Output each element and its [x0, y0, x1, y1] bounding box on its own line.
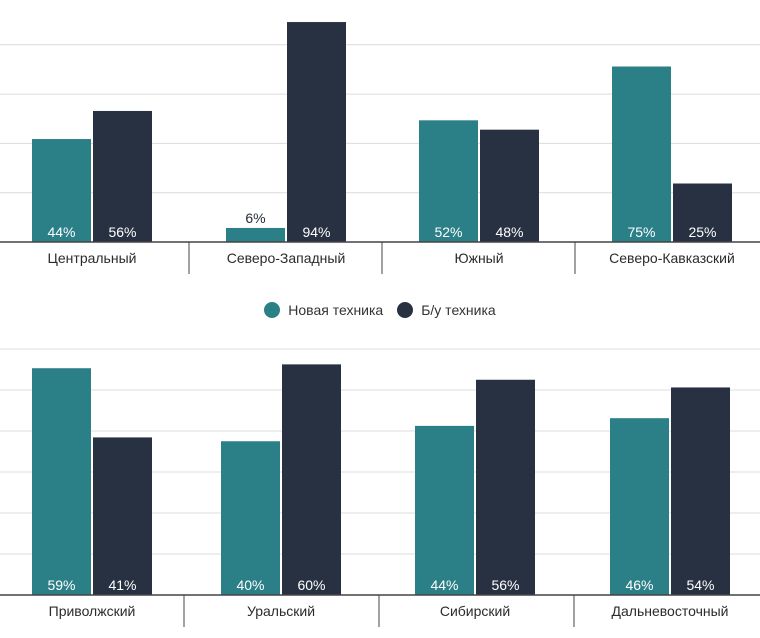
bar-value-label: 59%: [47, 577, 75, 593]
legend-label-used: Б/у техника: [421, 302, 496, 318]
bar-value-label: 60%: [297, 577, 325, 593]
bar-value-label: 56%: [491, 577, 519, 593]
bar-value-label: 40%: [236, 577, 264, 593]
category-label: Южный: [454, 250, 503, 266]
bar: [32, 368, 91, 595]
bar: [221, 441, 280, 595]
category-label: Уральский: [247, 603, 315, 619]
bar: [476, 379, 535, 595]
bar-value-label: 25%: [688, 224, 716, 240]
category-label: Центральный: [48, 250, 137, 266]
legend: Новая техника Б/у техника: [0, 298, 760, 322]
legend-item-used: Б/у техника: [397, 302, 496, 318]
bar: [415, 425, 474, 595]
bar: [610, 418, 669, 595]
bar-value-label: 44%: [430, 577, 458, 593]
bar-value-label: 46%: [625, 577, 653, 593]
bar: [93, 110, 152, 243]
bar: [93, 437, 152, 595]
bar-value-label: 54%: [686, 577, 714, 593]
category-label: Дальневосточный: [612, 603, 729, 619]
legend-label-new: Новая техника: [288, 302, 384, 318]
bar-value-label: 75%: [627, 224, 655, 240]
bar: [32, 139, 91, 242]
bar-value-label: 52%: [434, 224, 462, 240]
bar-value-label: 44%: [47, 224, 75, 240]
bar-value-label: 48%: [495, 224, 523, 240]
bar: [612, 66, 671, 242]
bar: [671, 387, 730, 595]
bar-value-label: 94%: [302, 224, 330, 240]
bar: [287, 22, 346, 242]
bar: [480, 129, 539, 242]
category-label: Северо-Кавказский: [609, 250, 735, 266]
legend-swatch-new: [264, 302, 281, 318]
bar-value-label: 41%: [108, 577, 136, 593]
category-label: Северо-Западный: [227, 250, 346, 266]
legend-item-new: Новая техника: [264, 302, 383, 318]
bar-value-label: 56%: [108, 224, 136, 240]
category-label: Приволжский: [49, 603, 136, 619]
bar: [673, 183, 732, 242]
bar: [226, 227, 285, 242]
bar-value-label: 6%: [245, 210, 265, 226]
bar: [282, 364, 341, 595]
legend-swatch-used: [397, 302, 414, 318]
bar: [419, 120, 478, 242]
category-label: Сибирский: [440, 603, 510, 619]
